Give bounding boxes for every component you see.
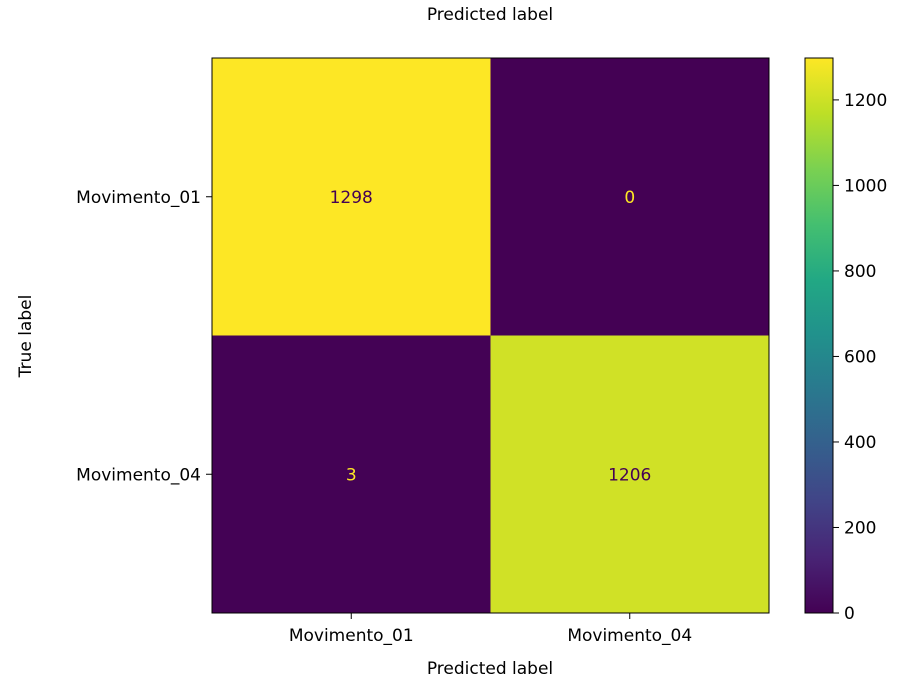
heatmap-cell-r0-c1 (490, 58, 769, 336)
heatmap-cell-r1-c0 (212, 335, 491, 613)
x-tick-label: Movimento_01 (289, 626, 414, 646)
heatmap-cell-r1-c1 (490, 335, 769, 613)
chart-title: Predicted label (427, 5, 553, 25)
y-axis-ticks: Movimento_01 Movimento_04 (76, 188, 212, 485)
x-axis-label: Predicted label (427, 659, 553, 679)
cell-value-label: 3 (346, 465, 357, 485)
y-axis-label: True label (16, 295, 36, 379)
colorbar-tick-label: 0 (844, 604, 855, 624)
cell-value-label: 1206 (608, 465, 651, 485)
heatmap-cell-r0-c0 (212, 58, 491, 336)
x-axis-ticks: Movimento_01 Movimento_04 (289, 613, 692, 646)
cell-value-label: 0 (624, 188, 635, 208)
cell-value-label: 1298 (330, 188, 373, 208)
colorbar-tick-label: 1200 (844, 91, 887, 111)
colorbar-tick-label: 200 (844, 518, 876, 538)
colorbar (804, 57, 834, 614)
y-tick-label: Movimento_01 (76, 188, 201, 208)
colorbar-tick-label: 800 (844, 262, 876, 282)
colorbar-tick-label: 600 (844, 347, 876, 367)
heatmap-cells: 1298 0 3 1206 (212, 58, 769, 613)
y-tick-label: Movimento_04 (76, 465, 201, 485)
colorbar-tick-label: 1000 (844, 176, 887, 196)
plot-frame (211, 57, 770, 614)
colorbar-tick-label: 400 (844, 433, 876, 453)
colorbar-ticks: 0 200 400 600 800 1000 1200 (833, 91, 887, 624)
x-tick-label: Movimento_04 (567, 626, 692, 646)
